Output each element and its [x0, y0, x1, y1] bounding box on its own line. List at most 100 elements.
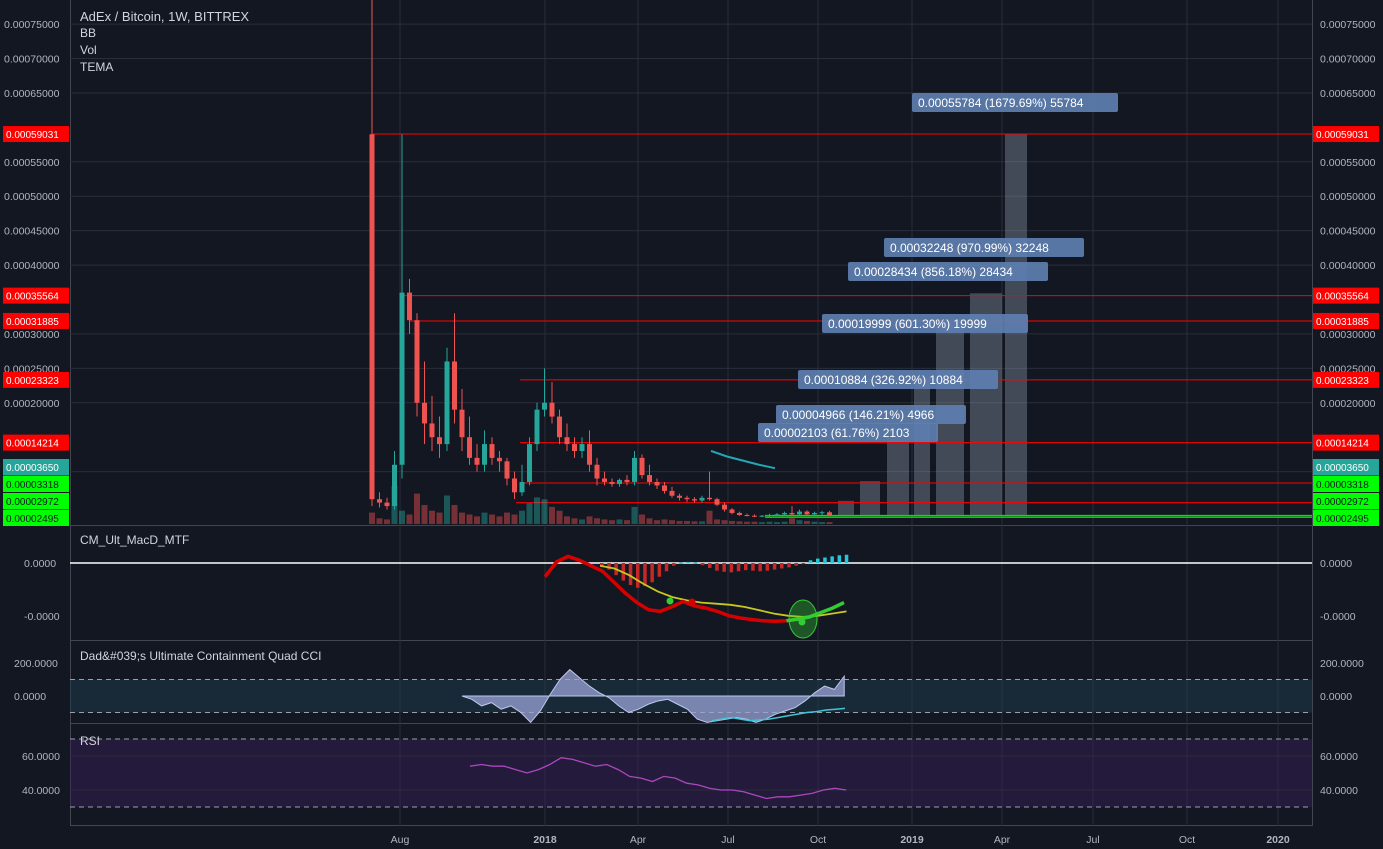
projection-label: 0.00028434 (856.18%) 28434: [854, 265, 1013, 279]
support-level-tag: 0.00002972: [6, 497, 59, 508]
candle-body: [609, 481, 615, 485]
cci-pane[interactable]: [70, 668, 1312, 724]
rsi-pane[interactable]: [70, 738, 1312, 808]
volume-bar: [534, 497, 540, 524]
indicator-tema-label[interactable]: TEMA: [80, 60, 114, 74]
time-axis-label: 2018: [533, 834, 557, 846]
volume-bar: [451, 505, 458, 524]
price-axis-label: 0.00075000: [4, 19, 60, 31]
candle-body: [497, 457, 502, 462]
volume-bar: [489, 514, 495, 524]
volume-bar: [706, 510, 713, 524]
candle-body: [519, 481, 525, 493]
volume-bar: [631, 506, 638, 524]
price-axis-label: 0.00020000: [1320, 398, 1376, 410]
projection-label-box: [912, 93, 1118, 112]
volume-bar: [766, 521, 773, 524]
volume-bar: [519, 510, 525, 524]
projection-label: 0.00019999 (601.30%) 19999: [828, 317, 987, 331]
macd-histogram-bar: [751, 563, 755, 571]
rsi-pane-title[interactable]: RSI: [80, 734, 101, 748]
macd-histogram-bar: [657, 563, 662, 577]
price-level-tag-bg: [1313, 371, 1379, 388]
candle-body: [399, 292, 405, 465]
macd-histogram-bar: [816, 558, 820, 563]
candle-body: [512, 478, 517, 493]
indicator-vol-label[interactable]: Vol: [80, 43, 97, 57]
macd-pane-title[interactable]: CM_Ult_MacD_MTF: [80, 533, 190, 547]
price-level-tag: 0.00014214: [1316, 439, 1369, 450]
macd-axis-label: -0.0000: [1320, 611, 1356, 623]
macd-histogram-bar: [722, 563, 726, 572]
volume-bar: [624, 520, 630, 524]
macd-histogram-bar: [736, 563, 741, 572]
cci-slow-line: [711, 707, 846, 722]
candle-body: [414, 320, 420, 403]
volume-bar: [429, 510, 435, 524]
volume-bar: [406, 514, 413, 524]
support-level-tag: 0.00003650: [1316, 463, 1369, 474]
price-level-tag-bg: [3, 312, 69, 329]
candle-body: [594, 464, 600, 479]
candle-body: [444, 361, 450, 445]
candle-body: [744, 515, 750, 517]
volume-bar: [496, 516, 503, 524]
support-level-tag-bg: [3, 510, 69, 526]
candle-body: [549, 402, 555, 417]
volume-bar: [369, 512, 375, 524]
projection-label: 0.00055784 (1679.69%) 55784: [918, 96, 1084, 110]
price-axis-label: 0.00065000: [4, 88, 60, 100]
macd-histogram-bar: [628, 563, 633, 585]
rsi-axis-label: 40.0000: [22, 785, 60, 797]
macd-histogram-bar: [844, 554, 849, 563]
price-axis-label: 0.00030000: [4, 329, 60, 341]
volume-bar: [586, 516, 593, 524]
time-axis-label: Apr: [630, 834, 647, 846]
candle-body: [459, 409, 465, 438]
time-axis-label: 2019: [900, 834, 924, 846]
price-level-tag-bg: [1313, 287, 1379, 304]
price-axis-label: 0.00070000: [4, 54, 60, 66]
cci-axis-label: 0.0000: [14, 691, 46, 703]
candle-body: [579, 444, 585, 451]
price-pane[interactable]: 0.00002103 (61.76%) 2103 0.00004966 (146.…: [369, 0, 1312, 524]
support-level-tag: 0.00003650: [6, 463, 59, 474]
candle-body: [377, 499, 382, 503]
candle-body: [564, 437, 570, 445]
support-level-tag-bg: [1313, 493, 1379, 509]
candle-body: [767, 515, 772, 517]
candle-body: [422, 402, 427, 424]
volume-bar: [444, 495, 450, 524]
candle-body: [812, 512, 817, 515]
support-level-tag: 0.00003318: [1316, 480, 1369, 491]
volume-bar: [781, 521, 788, 524]
volume-bar: [826, 522, 833, 524]
cci-pane-title[interactable]: Dad&#039;s Ultimate Containment Quad CCI: [80, 649, 322, 663]
macd-pane[interactable]: [70, 554, 1312, 639]
support-level-tag-bg: [3, 459, 69, 475]
candle-body: [714, 499, 720, 505]
symbol-title[interactable]: AdEx / Bitcoin, 1W, BITTREX: [80, 9, 250, 24]
projection-label-box: [798, 370, 998, 389]
macd-axis-label: -0.0000: [24, 611, 60, 623]
support-level-tag-bg: [1313, 476, 1379, 492]
price-level-tag-bg: [1313, 126, 1379, 143]
macd-histogram-bar: [823, 557, 827, 563]
price-axis-label: 0.00045000: [1320, 226, 1376, 238]
chart-legend: AdEx / Bitcoin, 1W, BITTREX BB Vol TEMA: [80, 8, 249, 76]
candle-body: [542, 402, 547, 410]
candle-body: [587, 444, 592, 465]
volume-bar: [759, 522, 765, 524]
candle-body: [557, 416, 562, 438]
candle-body: [654, 481, 660, 486]
volume-bar: [751, 521, 758, 524]
indicator-bb-label[interactable]: BB: [80, 26, 97, 40]
price-level-tag-bg: [3, 434, 69, 451]
candle-body: [474, 457, 480, 465]
macd-histogram-bar: [693, 562, 698, 564]
candle-body: [617, 479, 622, 485]
macd-cross-dot: [666, 597, 674, 605]
support-level-tag-bg: [3, 493, 69, 509]
